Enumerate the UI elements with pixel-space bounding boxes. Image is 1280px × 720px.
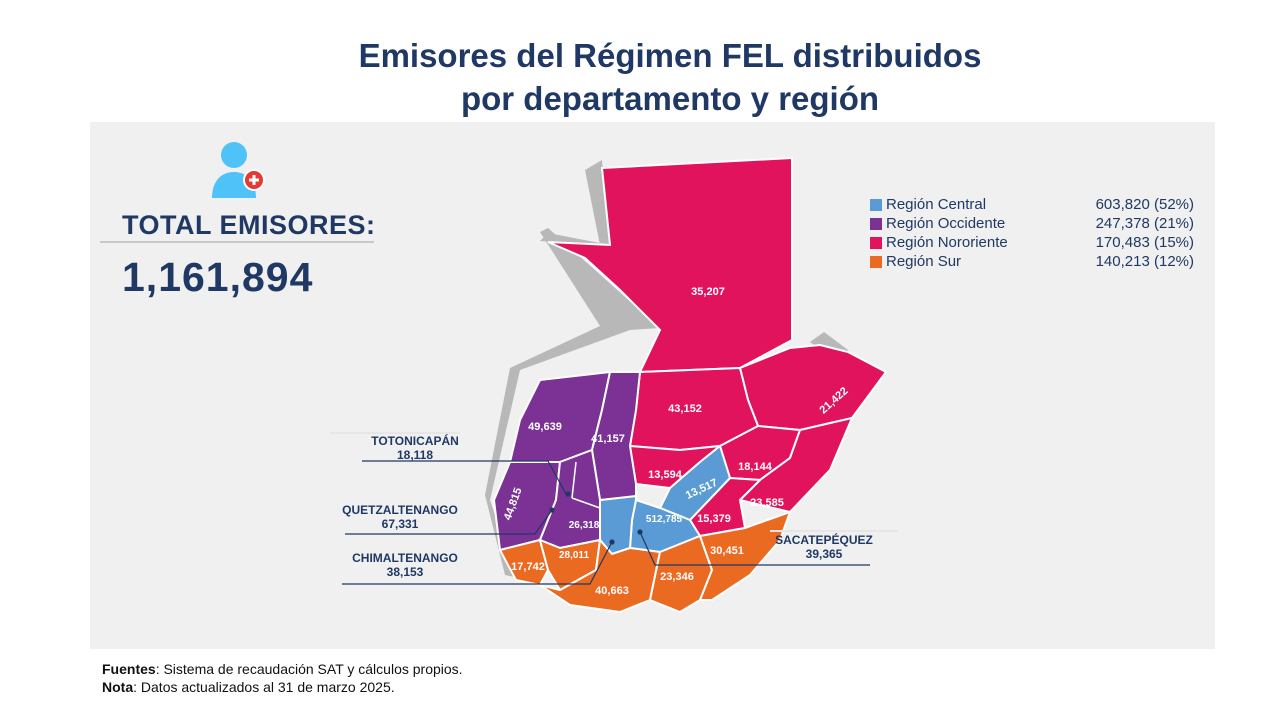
callout-sacatepequez: SACATEPÉQUEZ 39,365 (764, 533, 884, 561)
region-legend: Región Central 603,820 (52%) Región Occi… (868, 196, 1198, 272)
legend-swatch-occidente (870, 218, 882, 230)
value-peten: 35,207 (691, 286, 725, 298)
total-emisores-block: TOTAL EMISORES: 1,161,894 (100, 140, 380, 310)
legend-name-nororiente: Región Nororiente (886, 234, 1008, 251)
callout-quetzaltenango: QUETZALTENANGO 67,331 (330, 503, 470, 531)
callout-totonicapan-name: TOTONICAPÁN (371, 434, 459, 448)
value-jutiapa: 30,451 (710, 545, 744, 557)
callout-quetzaltenango-name: QUETZALTENANGO (342, 503, 458, 517)
value-baja-verapaz: 13,594 (648, 469, 683, 481)
region-chiquimula (738, 416, 854, 514)
title-line-1: Emisores del Régimen FEL distribuidos (358, 37, 982, 74)
sources-text: : Sistema de recaudación SAT y cálculos … (155, 661, 463, 677)
callout-chimaltenango-value: 38,153 (386, 565, 424, 579)
legend-name-central: Región Central (886, 196, 987, 213)
legend-item-central: Región Central 603,820 (52%) (868, 196, 1198, 215)
legend-value-occidente: 247,378 (21%) (1095, 215, 1194, 232)
page-title: Emisores del Régimen FEL distribuidos po… (240, 34, 1100, 120)
total-emisores-label: TOTAL EMISORES: (122, 210, 376, 240)
region-peten (547, 156, 793, 374)
region-izabal (738, 343, 888, 432)
value-zacapa: 18,144 (738, 461, 773, 473)
footer-notes: Fuentes: Sistema de recaudación SAT y cá… (102, 660, 463, 696)
title-line-2: por departamento y región (460, 80, 880, 117)
total-emisores-value: 1,161,894 (122, 254, 314, 300)
callout-chimaltenango-name: CHIMALTENANGO (352, 551, 458, 565)
callout-totonicapan: TOTONICAPÁN 18,118 (360, 434, 470, 462)
region-quiche (590, 371, 642, 502)
value-suchitepequez: 28,011 (559, 550, 589, 561)
callout-lines (342, 460, 870, 585)
legend-item-sur: Región Sur 140,213 (12%) (868, 253, 1198, 272)
note-label: Nota (102, 679, 134, 695)
legend-swatch-sur (870, 256, 882, 268)
value-quiche: 41,157 (591, 433, 625, 445)
department-borders (571, 461, 601, 509)
value-retalhuleu: 17,742 (511, 561, 545, 573)
callout-sacatepequez-name: SACATEPÉQUEZ (775, 533, 873, 547)
legend-value-central: 603,820 (52%) (1095, 196, 1194, 213)
divider (100, 241, 374, 243)
region-escuintla (539, 537, 662, 614)
legend-value-nororiente: 170,483 (15%) (1095, 234, 1194, 251)
legend-swatch-central (870, 199, 882, 211)
value-solola: 26,318 (569, 520, 600, 531)
value-chiquimula: 23,585 (750, 497, 784, 509)
legend-item-nororiente: Región Nororiente 170,483 (15%) (868, 234, 1198, 253)
callout-chimaltenango: CHIMALTENANGO 38,153 (340, 551, 470, 579)
region-retalhuleu (498, 538, 550, 587)
region-jutiapa (698, 510, 792, 601)
callout-totonicapan-value: 18,118 (396, 448, 434, 462)
value-alta-verapaz: 43,152 (668, 403, 702, 415)
callout-quetzaltenango-value: 67,331 (381, 517, 419, 531)
value-jalapa: 15,379 (697, 513, 731, 525)
legend-item-occidente: Región Occidente 247,378 (21%) (868, 215, 1198, 234)
footer-note: Nota: Datos actualizados al 31 de marzo … (102, 678, 463, 696)
legend-name-sur: Región Sur (886, 253, 962, 270)
user-add-icon (212, 142, 265, 198)
callout-tick-saca (770, 530, 898, 532)
value-escuintla: 40,663 (595, 585, 629, 597)
value-guatemala: 512,785 (646, 514, 683, 525)
sources-label: Fuentes (102, 661, 156, 677)
value-huehuetenango: 49,639 (528, 421, 562, 433)
callout-sacatepequez-value: 39,365 (805, 547, 843, 561)
legend-name-occidente: Región Occidente (886, 215, 1006, 232)
callout-tick-toto (330, 432, 460, 434)
legend-swatch-nororiente (870, 237, 882, 249)
value-santa-rosa: 23,346 (660, 571, 694, 583)
note-text: : Datos actualizados al 31 de marzo 2025… (133, 679, 395, 695)
legend-value-sur: 140,213 (12%) (1095, 253, 1194, 270)
footer-sources: Fuentes: Sistema de recaudación SAT y cá… (102, 660, 463, 678)
